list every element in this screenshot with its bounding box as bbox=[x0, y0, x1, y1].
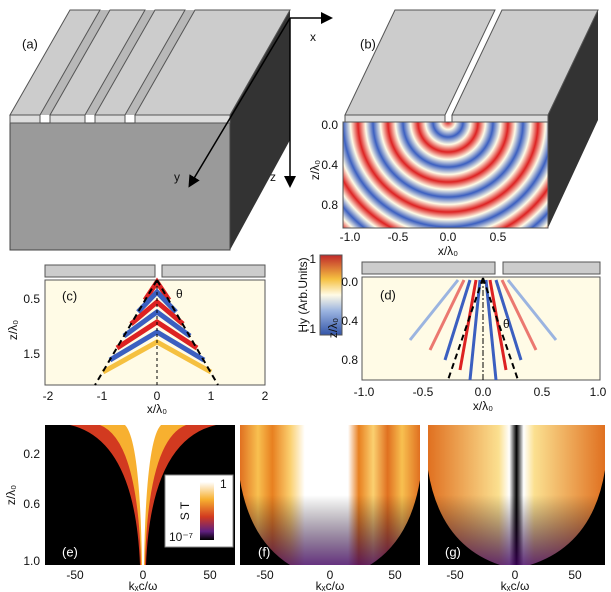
y-tick-label: 0.2 bbox=[23, 447, 40, 461]
y-tick-label: 1.0 bbox=[23, 554, 40, 568]
x-label: x/λ₀ bbox=[147, 402, 167, 416]
x-tick-label: 0 bbox=[154, 389, 161, 403]
x-tick-label: 0.5 bbox=[534, 385, 551, 399]
y-tick-label: 0.0 bbox=[321, 118, 338, 132]
y-tick-label: 0.8 bbox=[341, 353, 358, 367]
x-tick-label: 0.5 bbox=[490, 230, 507, 244]
y-tick-label: 0.0 bbox=[341, 275, 358, 289]
x-tick-label: -1.0 bbox=[340, 230, 361, 244]
x-tick-label: 50 bbox=[203, 568, 217, 582]
x-tick-label: 2 bbox=[262, 389, 269, 403]
y-tick-label: 1 bbox=[309, 252, 316, 266]
x-label: x/λ₀ bbox=[438, 244, 458, 258]
panel-g: (g) kₓc/ω bbox=[428, 425, 605, 592]
x-tick-label: 0.0 bbox=[475, 385, 492, 399]
x-tick-label: -0.5 bbox=[413, 385, 434, 399]
panel-label: (g) bbox=[445, 544, 461, 559]
axis-name: x bbox=[310, 30, 316, 44]
panel-f: (f) kₓc/ω bbox=[240, 425, 420, 592]
x-tick-label: -1.0 bbox=[354, 385, 375, 399]
panel-label: (c) bbox=[62, 288, 77, 303]
panel-label: (f) bbox=[258, 544, 270, 559]
y-tick-label: 0.4 bbox=[321, 158, 338, 172]
angle-label: θ bbox=[176, 287, 183, 301]
x-tick-label: -50 bbox=[446, 568, 464, 582]
x-tick-label: 1 bbox=[208, 389, 215, 403]
x-tick-label: 0.0 bbox=[440, 230, 457, 244]
x-tick-label: -1 bbox=[97, 389, 108, 403]
x-tick-label: 50 bbox=[388, 568, 402, 582]
y-tick-label: 0.5 bbox=[23, 292, 40, 306]
x-tick-label: 1.0 bbox=[590, 385, 607, 399]
x-label: x/λ₀ bbox=[473, 399, 493, 413]
x-tick-label: 0 bbox=[140, 568, 147, 582]
y-tick-label: 0.4 bbox=[341, 314, 358, 328]
axis-name: z bbox=[270, 170, 276, 184]
axis-name: y bbox=[174, 170, 180, 184]
x-tick-label: -2 bbox=[43, 389, 54, 403]
panel-a: (a) x y z bbox=[10, 10, 330, 250]
angle-label: θ bbox=[503, 317, 510, 331]
x-tick-label: -50 bbox=[256, 568, 274, 582]
y-tick-label: 0.8 bbox=[321, 198, 338, 212]
y-label: z/λ₀ bbox=[6, 320, 20, 340]
y-label: z/λ₀ bbox=[326, 318, 340, 338]
panel-label: (b) bbox=[360, 36, 376, 51]
panel-label: (d) bbox=[380, 287, 396, 302]
x-tick-label: 0 bbox=[512, 568, 519, 582]
x-tick-label: -50 bbox=[66, 568, 84, 582]
panel-b: (b) z/λ₀ x/λ₀ bbox=[308, 10, 598, 258]
panel-label: (a) bbox=[22, 36, 38, 51]
x-tick-label: 50 bbox=[568, 568, 582, 582]
x-tick-label: -0.5 bbox=[388, 230, 409, 244]
colorbar-label: S T bbox=[178, 501, 192, 520]
y-label: z/λ₀ bbox=[4, 485, 18, 505]
y-tick-label: 0.6 bbox=[23, 497, 40, 511]
y-tick-label: 1.5 bbox=[23, 347, 40, 361]
y-tick-label: -1 bbox=[305, 322, 316, 336]
y-label: z/λ₀ bbox=[308, 160, 322, 180]
colorbar-tick: 1 bbox=[220, 477, 227, 491]
colorbar-tick: 10⁻⁷ bbox=[169, 530, 193, 544]
figure: (a) x y z (b) z/λ₀ x/λ₀ (c) θ z/λ₀ x/λ₀ … bbox=[0, 0, 611, 592]
panel-label: (e) bbox=[62, 544, 78, 559]
x-tick-label: 0 bbox=[327, 568, 334, 582]
